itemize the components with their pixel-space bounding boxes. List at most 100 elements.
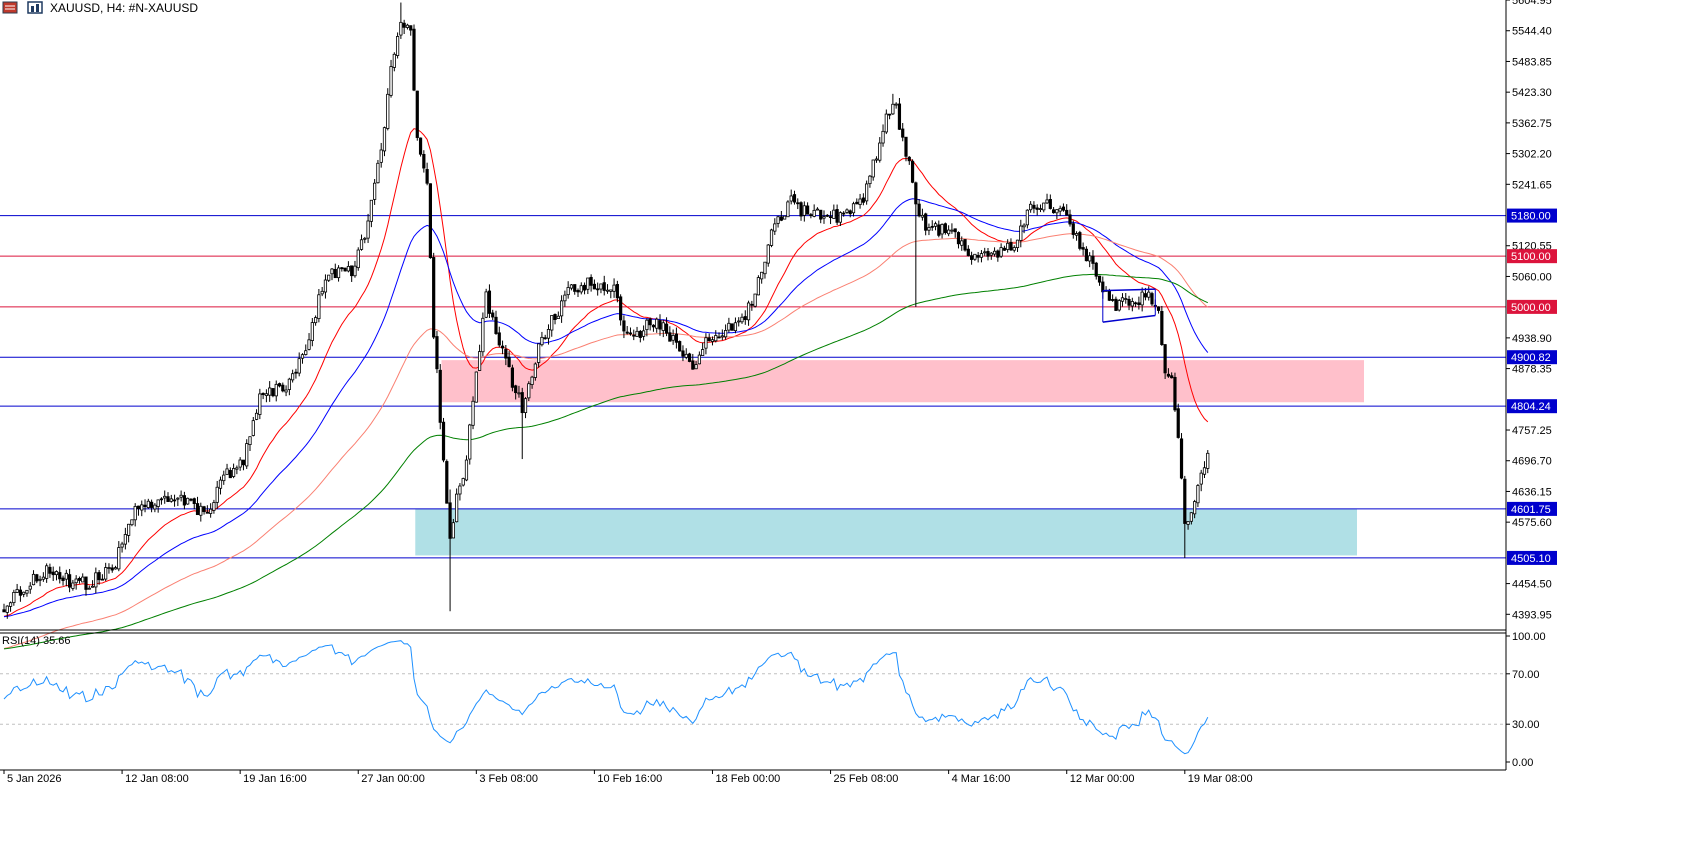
candle[interactable] (1091, 255, 1095, 264)
candle[interactable] (432, 257, 436, 338)
candle[interactable] (933, 223, 938, 227)
candle[interactable] (228, 470, 232, 479)
candle[interactable] (343, 267, 347, 272)
candle[interactable] (799, 202, 803, 217)
candle[interactable] (881, 130, 885, 144)
candle[interactable] (464, 459, 469, 481)
candle[interactable] (783, 215, 787, 220)
candle[interactable] (819, 209, 823, 220)
candle[interactable] (405, 24, 410, 28)
candle[interactable] (45, 565, 49, 579)
candle[interactable] (592, 283, 597, 290)
candle[interactable] (904, 136, 908, 157)
candle[interactable] (1015, 239, 1020, 249)
candle[interactable] (153, 504, 157, 510)
candle[interactable] (835, 209, 839, 223)
candle[interactable] (589, 276, 593, 286)
candle[interactable] (1130, 301, 1134, 307)
candle[interactable] (120, 543, 124, 548)
candle[interactable] (156, 499, 160, 507)
candle[interactable] (241, 459, 246, 466)
candle[interactable] (1074, 233, 1079, 236)
candle[interactable] (97, 572, 101, 581)
candle[interactable] (277, 383, 282, 387)
candle[interactable] (12, 592, 16, 604)
candle[interactable] (720, 335, 724, 338)
candle[interactable] (268, 387, 272, 396)
candle[interactable] (149, 501, 154, 508)
candle[interactable] (986, 251, 990, 257)
candle[interactable] (674, 333, 679, 343)
candle[interactable] (320, 290, 324, 295)
candle[interactable] (1094, 262, 1098, 277)
candle[interactable] (786, 201, 790, 218)
candle[interactable] (874, 158, 879, 161)
candle[interactable] (471, 400, 475, 426)
candle[interactable] (773, 223, 777, 232)
candle[interactable] (28, 585, 32, 590)
candle[interactable] (845, 209, 849, 213)
candle[interactable] (855, 201, 859, 205)
candle[interactable] (238, 459, 242, 468)
candlesticks[interactable] (2, 2, 1210, 619)
rsi-panel[interactable]: RSI(14) 35.66 100.00 70.00 30.00 0.00 (0, 631, 1546, 769)
candle[interactable] (1124, 298, 1128, 300)
candle[interactable] (487, 290, 492, 314)
candle[interactable] (504, 349, 508, 359)
candle[interactable] (579, 285, 583, 293)
candle[interactable] (858, 198, 862, 206)
candle[interactable] (701, 349, 705, 356)
candle[interactable] (271, 388, 275, 397)
candle[interactable] (865, 183, 869, 202)
candle[interactable] (888, 113, 892, 116)
candle[interactable] (1176, 408, 1180, 438)
candle[interactable] (435, 336, 439, 370)
candle[interactable] (382, 127, 387, 152)
candle[interactable] (284, 389, 288, 393)
candle[interactable] (1163, 344, 1167, 374)
candle[interactable] (395, 36, 400, 56)
candle[interactable] (130, 519, 134, 526)
candle[interactable] (645, 319, 649, 331)
chart-type-icon[interactable] (27, 1, 43, 14)
candle[interactable] (497, 332, 501, 346)
candle[interactable] (222, 474, 226, 482)
candle[interactable] (412, 28, 416, 91)
candle[interactable] (546, 329, 551, 339)
candle[interactable] (668, 332, 672, 342)
candle[interactable] (707, 337, 711, 342)
candle[interactable] (678, 341, 682, 352)
candle[interactable] (940, 224, 944, 235)
candle[interactable] (48, 566, 52, 574)
candle[interactable] (346, 266, 351, 272)
candle[interactable] (746, 302, 751, 321)
candle[interactable] (376, 162, 380, 184)
candle[interactable] (609, 289, 613, 292)
candle[interactable] (1058, 207, 1062, 212)
candle[interactable] (389, 66, 393, 96)
candle[interactable] (917, 203, 921, 217)
candle[interactable] (41, 576, 45, 580)
candle[interactable] (687, 353, 692, 362)
candle[interactable] (1189, 512, 1193, 522)
candle[interactable] (1032, 204, 1036, 209)
candle[interactable] (494, 316, 498, 334)
candle[interactable] (110, 567, 114, 571)
candle[interactable] (766, 244, 770, 264)
candle[interactable] (963, 239, 967, 251)
candle[interactable] (648, 318, 652, 326)
candle[interactable] (379, 149, 383, 163)
candle[interactable] (1107, 290, 1111, 301)
candle[interactable] (901, 128, 905, 138)
candle[interactable] (356, 249, 360, 269)
candle[interactable] (1002, 247, 1007, 251)
candle[interactable] (51, 571, 55, 576)
candle[interactable] (359, 239, 364, 250)
candle[interactable] (64, 572, 68, 580)
candle[interactable] (304, 350, 308, 355)
candle[interactable] (848, 210, 852, 215)
candle[interactable] (868, 175, 872, 185)
candle[interactable] (422, 153, 426, 169)
candle[interactable] (1042, 202, 1046, 211)
candle[interactable] (77, 578, 82, 581)
